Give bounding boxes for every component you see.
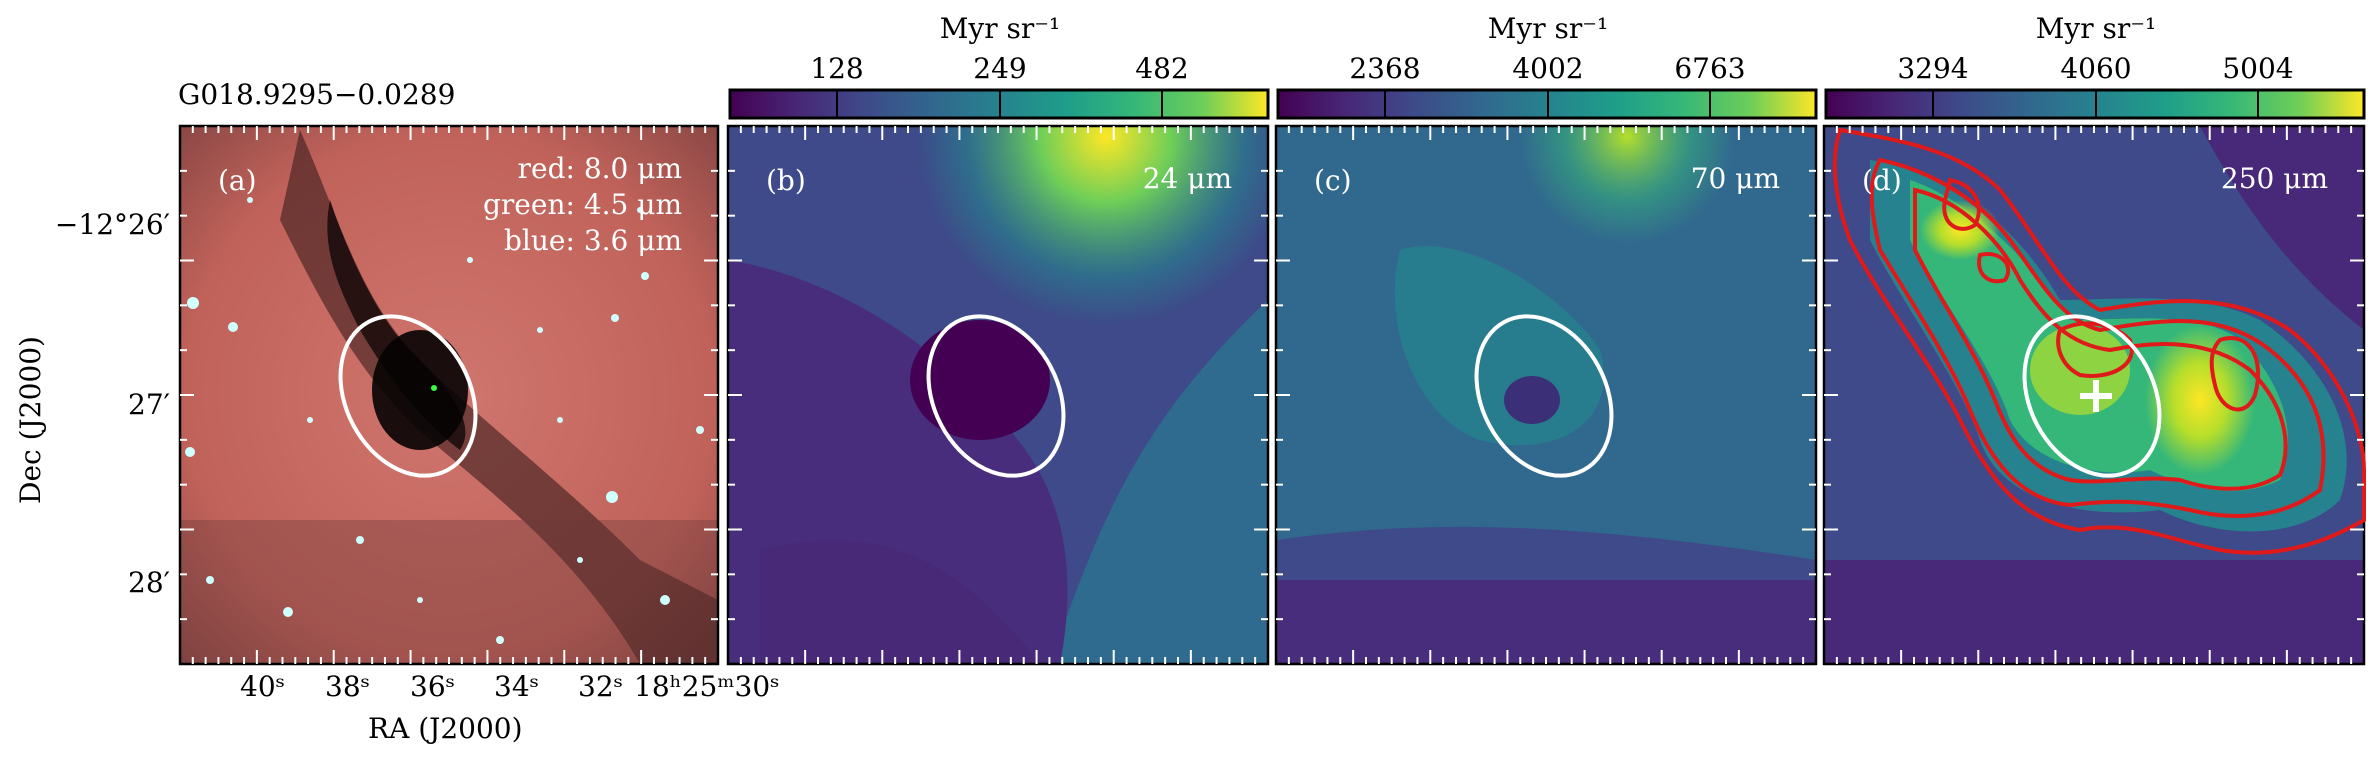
colorbar-b — [728, 88, 1270, 120]
panel-d-label: (d) — [1862, 164, 1902, 197]
axis-ticks — [180, 126, 2364, 664]
ra-tick-label: 36ˢ — [410, 670, 456, 703]
panel-a-legend-green: green: 4.5 μm — [483, 188, 682, 221]
colorbar-b-tick: 128 — [810, 52, 863, 85]
colorbar-c-unit: Myr sr⁻¹ — [1488, 12, 1609, 45]
panel-d-cross-marker — [2080, 380, 2112, 412]
colorbar-d-tick: 3294 — [1897, 52, 1968, 85]
panel-c-ellipse — [1474, 314, 1614, 478]
source-title: G018.9295−0.0289 — [178, 78, 456, 111]
colorbar-d-unit: Myr sr⁻¹ — [2036, 12, 2157, 45]
colorbar-b-unit: Myr sr⁻¹ — [940, 12, 1061, 45]
colorbar-c-tick: 6763 — [1674, 52, 1745, 85]
panel-b-image — [728, 126, 1268, 664]
ra-tick-label: 40ˢ — [240, 670, 286, 703]
ra-tick-label: 32ˢ — [578, 670, 624, 703]
dec-tick-label: −12°26′ — [54, 208, 170, 241]
colorbar-c — [1276, 88, 1818, 120]
panel-a-image — [180, 126, 718, 664]
ra-tick-label: 38ˢ — [325, 670, 371, 703]
panel-d-ellipse — [2022, 314, 2162, 478]
colorbar-d-tick: 5004 — [2222, 52, 2293, 85]
panel-a-label: (a) — [218, 164, 257, 197]
ra-tick-label: 18ʰ25ᵐ30ˢ — [634, 670, 780, 703]
panel-a-legend-red: red: 8.0 μm — [518, 152, 682, 185]
colorbar-c-tick: 2368 — [1349, 52, 1420, 85]
ra-tick-label: 34ˢ — [494, 670, 540, 703]
panel-d-band: 250 μm — [2221, 162, 2328, 195]
colorbar-d-tick: 4060 — [2060, 52, 2131, 85]
panel-a-legend-blue: blue: 3.6 μm — [504, 224, 682, 257]
panel-c-image — [1276, 126, 1816, 664]
colorbar-b-tick: 482 — [1135, 52, 1188, 85]
panel-b-ellipse — [926, 314, 1066, 478]
dec-tick-label: 28′ — [128, 566, 170, 599]
panel-d-contours — [1832, 127, 2366, 555]
x-axis-label: RA (J2000) — [368, 712, 523, 745]
panel-b-band: 24 μm — [1143, 162, 1232, 195]
panel-a-ellipse — [338, 314, 478, 478]
colorbar-c-tick: 4002 — [1512, 52, 1583, 85]
dec-tick-label: 27′ — [128, 388, 170, 421]
panel-b-label: (b) — [766, 164, 806, 197]
colorbar-b-tick: 249 — [973, 52, 1026, 85]
panel-c-label: (c) — [1314, 164, 1352, 197]
panel-c-band: 70 μm — [1691, 162, 1780, 195]
colorbar-d — [1824, 88, 2366, 120]
